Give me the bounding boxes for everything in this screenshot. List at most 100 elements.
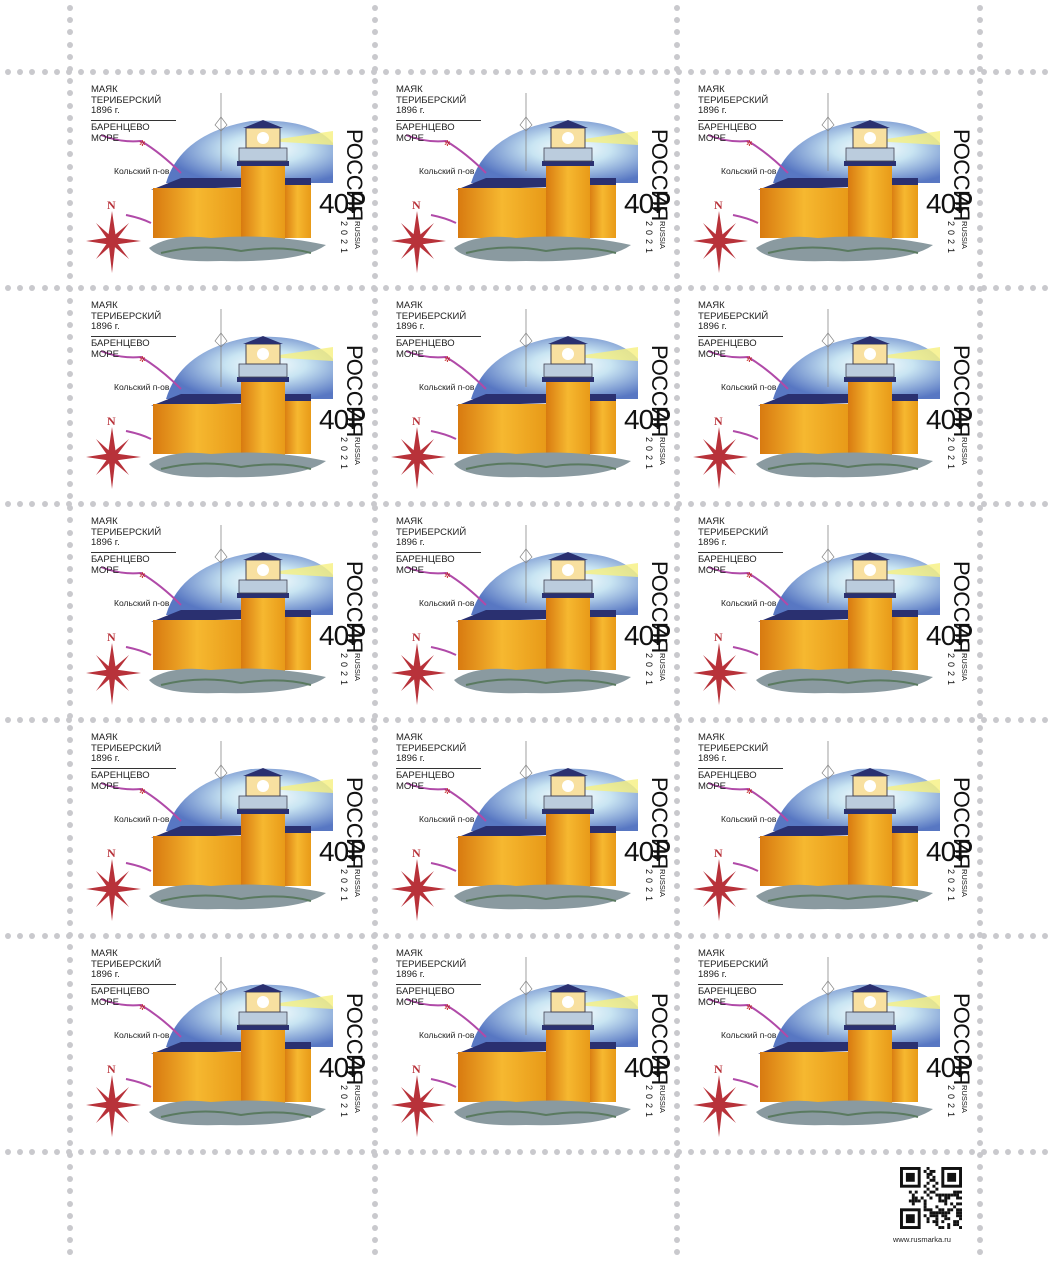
perforation-dot [163, 501, 170, 507]
perforation-dot [566, 1149, 573, 1155]
perforation-dot [372, 468, 378, 475]
perforation-dot [493, 933, 499, 939]
perforation-dot [977, 883, 983, 890]
perforation-dot [372, 358, 378, 365]
title-line: МАЯК [698, 948, 725, 959]
perforation-dot [977, 663, 983, 670]
perforation-dot [700, 933, 707, 939]
face-value: 40₽ [624, 188, 671, 219]
perforation-dot [674, 1127, 680, 1134]
perforation-dot [200, 285, 207, 291]
perforation-dot [674, 724, 680, 731]
compass-north-label: N [714, 198, 723, 212]
perforation-dot [674, 846, 680, 853]
perforation-dot [200, 69, 207, 75]
perforation-dot [968, 933, 975, 939]
perforation-dot [114, 501, 121, 507]
perforation-dot [67, 346, 73, 353]
perforation-dot [372, 554, 378, 560]
perforation-dot [578, 69, 585, 75]
perforation-dot [977, 383, 983, 390]
perforation-dot [700, 501, 707, 507]
perforation-dot [688, 933, 695, 939]
perforation-dot [674, 505, 680, 512]
title-line: МАЯК [91, 300, 118, 311]
perforation-dot [674, 578, 680, 585]
perforation-dot [372, 1212, 378, 1219]
perforation-dot [932, 501, 939, 507]
perforation-dot [674, 798, 680, 804]
perforation-dot [372, 175, 378, 182]
perforation-dot [674, 444, 680, 451]
perforation-dot [1042, 717, 1048, 723]
perforation-dot [67, 1176, 73, 1183]
perforation-dot [372, 151, 378, 158]
compass-north-label: N [714, 1062, 723, 1076]
perforation-dot [127, 717, 133, 723]
stamp: ✲ МАЯК ТЕРИБЕРСКИЙ 1896 г. БАРЕНЦЕВО МОРЕ … [71, 289, 373, 505]
country-latin-label: RUSSIA [353, 869, 362, 897]
svg-text:✲: ✲ [139, 787, 146, 796]
country-latin-label: RUSSIA [353, 653, 362, 681]
perforation-dot [78, 933, 85, 939]
perforation-dot [188, 717, 194, 723]
perforation-dot [639, 1149, 646, 1155]
perforation-dot [676, 717, 682, 723]
perforation-dot [90, 501, 97, 507]
perforation-dot [432, 285, 438, 291]
perforation-dot [67, 1090, 73, 1097]
perforation-dot [761, 69, 768, 75]
perforation-dot [188, 933, 194, 939]
compass-north-label: N [412, 630, 421, 644]
sea-label: БАРЕНЦЕВО МОРЕ [91, 120, 176, 144]
lighthouse-illustration: ✲ [693, 93, 940, 273]
perforation-dot [602, 69, 609, 75]
perforation-dot [749, 717, 756, 723]
lighthouse-illustration: ✲ [693, 309, 940, 489]
perforation-dot [674, 907, 680, 914]
perforation-dot [674, 541, 680, 548]
perforation-dot [956, 1149, 963, 1155]
perforation-dot [968, 717, 975, 723]
sea-label: БАРЕНЦЕВО МОРЕ [698, 552, 783, 576]
perforation-dot [674, 871, 680, 878]
svg-text:✲: ✲ [746, 1003, 753, 1012]
perforation-dot [688, 69, 695, 75]
perforation-dot [67, 480, 73, 487]
perforation-dot [372, 41, 378, 48]
perforation-dot [674, 346, 680, 353]
perforation-dot [372, 163, 378, 170]
stamp: ✲ МАЯК ТЕРИБЕРСКИЙ 1896 г. БАРЕНЦЕВО МОРЕ … [678, 73, 980, 289]
stamp: ✲ МАЯК ТЕРИБЕРСКИЙ 1896 г. БАРЕНЦЕВО МОРЕ … [678, 721, 980, 937]
perforation-dot [798, 285, 804, 291]
perforation-dot [297, 69, 304, 75]
perforation-dot [372, 90, 378, 97]
compass-north-label: N [714, 630, 723, 644]
perforation-dot [67, 468, 73, 475]
perforation-dot [674, 249, 680, 255]
perforation-dot [67, 505, 73, 512]
perforation-dot [956, 285, 963, 291]
perforation-dot [956, 717, 963, 723]
year-label: 2021 [946, 869, 956, 906]
perforation-dot [372, 334, 378, 341]
perforation-dot [907, 285, 914, 291]
perforation-dot [358, 933, 365, 939]
perforation-dot [977, 1127, 983, 1134]
perforation-dot [749, 1149, 756, 1155]
perforation-dot [310, 501, 316, 507]
title-line: МАЯК [396, 948, 423, 959]
perforation-dot [29, 717, 36, 723]
stamp-title: МАЯК ТЕРИБЕРСКИЙ 1896 г. [91, 516, 161, 549]
country-latin-label: RUSSIA [658, 221, 667, 249]
title-line: ТЕРИБЕРСКИЙ [396, 310, 467, 322]
perforation-dot [627, 717, 634, 723]
sea-label: БАРЕНЦЕВО МОРЕ [91, 336, 176, 360]
perforation-dot [674, 493, 680, 499]
perforation-dot [977, 358, 983, 365]
perforation-dot [700, 717, 707, 723]
perforation-dot [372, 639, 378, 646]
perforation-dot [895, 933, 902, 939]
title-line: МАЯК [91, 84, 118, 95]
perforation-dot [688, 285, 695, 291]
